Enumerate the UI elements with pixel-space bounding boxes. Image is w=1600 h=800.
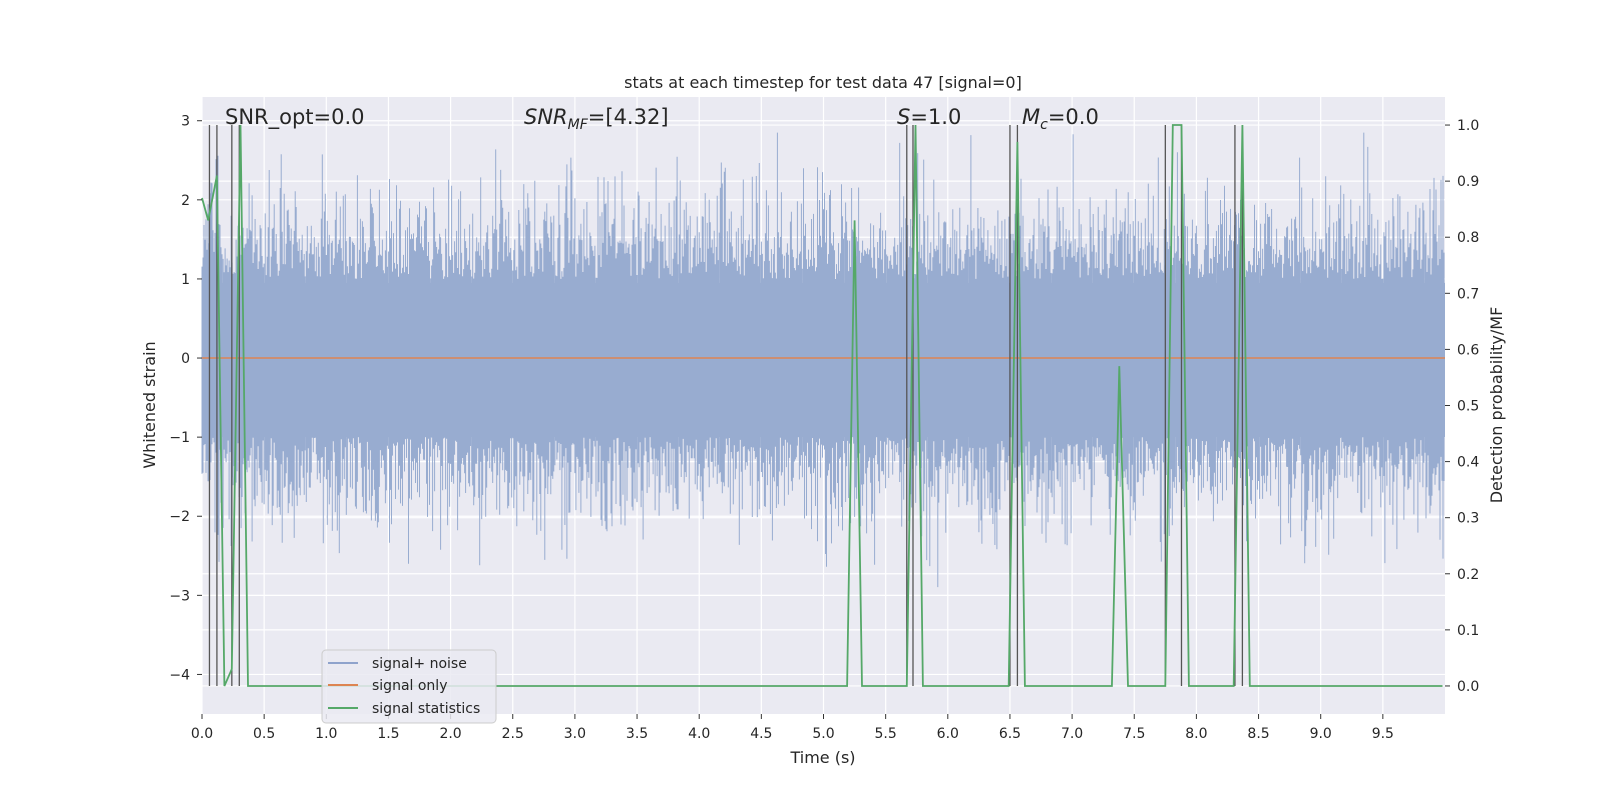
y-tick-label: −4 [169,667,190,683]
y2-axis-label: Detection probability/MF [1487,307,1506,504]
x-tick-label: 2.0 [439,726,461,742]
x-tick-label: 3.5 [626,726,648,742]
x-tick-label: 6.0 [937,726,959,742]
legend-label-statistics: signal statistics [372,701,480,717]
y2-tick-label: 0.7 [1457,286,1479,302]
legend: signal+ noise signal only signal statist… [321,649,497,724]
y2-tick-label: 1.0 [1457,118,1479,134]
y2-tick-label: 0.2 [1457,567,1479,583]
legend-label-noise: signal+ noise [372,656,467,672]
signal-statistics-series [201,124,1443,687]
x-tick-label: 4.5 [750,726,772,742]
x-tick-label: 8.5 [1247,726,1269,742]
y2-tick-label: 0.6 [1457,342,1479,358]
x-tick-label: 2.5 [502,726,524,742]
y2-tick-label: 0.0 [1457,679,1479,695]
x-tick-label: 3.0 [564,726,586,742]
x-tick-label: 0.5 [253,726,275,742]
y-tick-label: 3 [181,114,190,130]
y2-tick-label: 0.1 [1457,623,1479,639]
x-tick-label: 8.0 [1185,726,1207,742]
x-tick-label: 7.5 [1123,726,1145,742]
x-tick-label: 5.0 [812,726,834,742]
y-tick-label: −1 [169,430,190,446]
y2-tick-label: 0.8 [1457,230,1479,246]
y2-axis-ticks: 1.0 0.9 0.8 0.7 0.6 0.5 0.4 0.3 0.2 0.1 0.0 [1445,118,1479,695]
y2-tick-label: 0.5 [1457,399,1479,415]
x-tick-label: 0.0 [191,726,213,742]
y2-tick-label: 0.9 [1457,174,1479,190]
x-tick-label: 4.0 [688,726,710,742]
x-axis-label: Time (s) [789,748,855,767]
x-axis-ticks: 0.0 0.5 1.0 1.5 2.0 2.5 3.0 3.5 4.0 4.5 5.0 5.5 6.0 6… [191,714,1394,742]
x-tick-label: 6.5 [999,726,1021,742]
y-axis-ticks: 3 2 1 0 −1 −2 −3 −4 [169,114,202,683]
y-axis-label: Whitened strain [140,341,159,468]
chart-title: stats at each timestep for test data 47 … [624,73,1022,92]
y2-tick-label: 0.4 [1457,455,1479,471]
annotation-s: S=1.0 [897,105,961,129]
x-tick-label: 1.0 [315,726,337,742]
annotation-snr-opt: SNR_opt=0.0 [225,105,365,130]
y-tick-label: 1 [181,272,190,288]
x-tick-label: 7.0 [1061,726,1083,742]
x-tick-label: 1.5 [377,726,399,742]
y-tick-label: 2 [181,193,190,209]
y-tick-label: −3 [169,588,190,604]
annotation-snr-mf: SNRMF=[4.32] [524,105,669,133]
annotation-mc: Mc=0.0 [1022,105,1099,133]
legend-label-signal-only: signal only [372,678,447,694]
legend-box [321,649,497,724]
y-tick-label: 0 [181,351,190,367]
y2-tick-label: 0.3 [1457,511,1479,527]
x-tick-label: 9.0 [1310,726,1332,742]
x-tick-label: 9.5 [1372,726,1394,742]
x-tick-label: 5.5 [875,726,897,742]
y-tick-label: −2 [169,509,190,525]
